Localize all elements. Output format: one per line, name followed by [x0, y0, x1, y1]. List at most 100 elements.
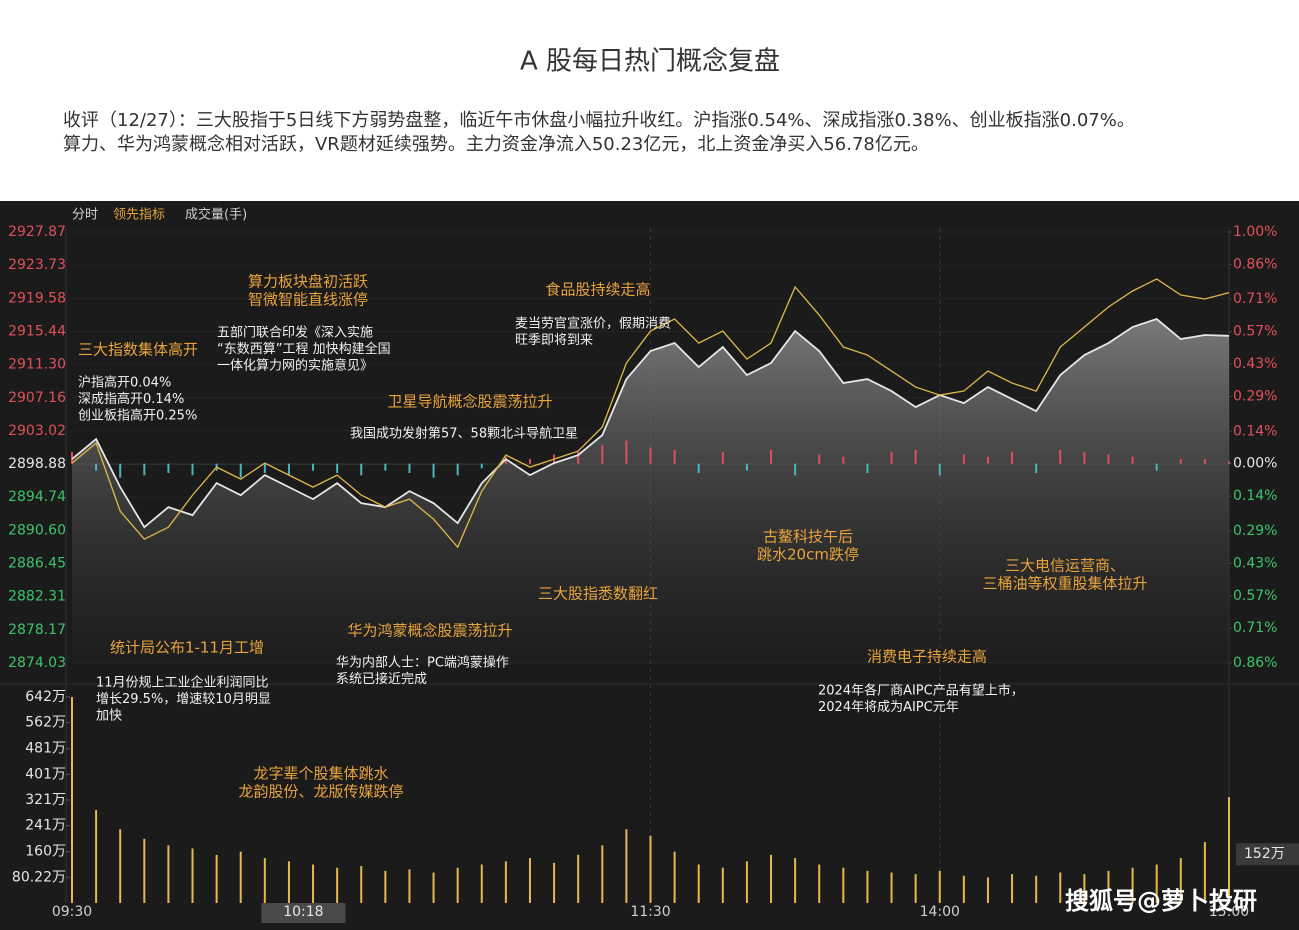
- volume-bar: [239, 851, 242, 903]
- strength-bar: [1035, 463, 1038, 473]
- strength-bar: [866, 463, 869, 473]
- marker-label: 152万: [1244, 846, 1285, 862]
- y-tick-label: 2882.31: [8, 589, 66, 605]
- y-tick-label: 2927.87: [8, 224, 66, 240]
- y-tick-label: 241万: [25, 818, 66, 834]
- volume-bar: [1011, 874, 1014, 903]
- strength-bar: [1203, 459, 1206, 464]
- volume-bar: [601, 845, 604, 903]
- y-tick-label: 2898.88: [8, 456, 66, 472]
- strength-bar: [1228, 461, 1230, 464]
- x-tick-label: 09:30: [52, 904, 92, 920]
- y-tick-label: 2890.60: [8, 522, 66, 538]
- volume-bar: [408, 869, 411, 903]
- y2-tick-label: 0.71%: [1233, 620, 1277, 636]
- strength-bar: [914, 449, 917, 464]
- volume-bar: [770, 854, 773, 903]
- headline: 统计局公布1-11月工增: [110, 639, 264, 657]
- note: 五部门联合印发《深入实施: [217, 325, 373, 341]
- y2-tick-label: 0.57%: [1233, 324, 1277, 340]
- volume-bar: [1228, 797, 1230, 903]
- volume-bar: [504, 861, 507, 903]
- headline: 龙韵股份、龙版传媒跌停: [238, 783, 403, 801]
- strength-bar: [336, 463, 339, 473]
- x-tick-label: 14:00: [920, 904, 960, 920]
- volume-bar: [336, 867, 339, 903]
- strength-bar: [528, 459, 531, 464]
- headline: 卫星导航概念股震荡拉升: [387, 393, 552, 411]
- tab[interactable]: 分时: [72, 208, 98, 223]
- volume-bar: [360, 866, 363, 903]
- cursor-box: [261, 903, 346, 923]
- note: 2024年将成为AIPC元年: [818, 700, 959, 715]
- note: 深成指高开0.14%: [78, 391, 184, 407]
- strength-bar: [890, 452, 893, 464]
- strength-bar: [71, 452, 73, 464]
- note: 一体化算力网的实施意见》: [217, 358, 373, 374]
- strength-bar: [95, 463, 98, 471]
- y2-tick-label: 0.29%: [1233, 389, 1277, 405]
- strength-bar: [794, 463, 797, 476]
- strength-bar: [842, 456, 845, 464]
- volume-bar: [673, 851, 676, 903]
- strength-bar: [745, 463, 748, 471]
- headline: 智微智能直线涨停: [248, 291, 368, 309]
- volume-bar: [1131, 867, 1134, 903]
- headline: 三大指数集体高开: [78, 341, 198, 359]
- leading-line: [71, 278, 1230, 549]
- strength-bar: [986, 456, 989, 464]
- strength-bar: [287, 463, 290, 476]
- strength-bar: [263, 463, 266, 473]
- chart-layer: 2927.87 2923.73 2919.58 2915.44 2911.30 2907.…: [0, 224, 1299, 923]
- y-tick-label: 2878.17: [8, 622, 66, 638]
- volume-bar: [962, 875, 965, 903]
- note: 华为内部人士：PC端鸿蒙操作: [336, 655, 509, 671]
- y2-tick-label: 0.29%: [1233, 523, 1277, 539]
- strength-bar: [360, 463, 363, 476]
- tab[interactable]: 领先指标: [113, 208, 165, 223]
- strength-bar: [384, 463, 387, 471]
- marker-box: [1236, 843, 1299, 866]
- x-tick-label: 11:30: [630, 904, 670, 920]
- volume-bar: [1179, 858, 1182, 903]
- y2-tick-label: 0.43%: [1233, 555, 1277, 571]
- cursor-label: 10:18: [283, 904, 323, 920]
- volume-bar: [528, 858, 531, 903]
- volume-bar: [1155, 864, 1158, 903]
- volume-bar: [1083, 874, 1086, 903]
- y-tick-label: 321万: [25, 792, 66, 808]
- volume-bar: [95, 809, 98, 903]
- strength-bar: [239, 463, 242, 478]
- headline: 算力板块盘初活跃: [248, 273, 368, 291]
- volume-bar: [456, 867, 459, 903]
- headline: 消费电子持续走高: [867, 648, 987, 666]
- volume-bar: [794, 858, 797, 903]
- volume-bar: [890, 872, 893, 903]
- x-tick-label: 15:00: [1209, 904, 1249, 920]
- y2-tick-label: 0.86%: [1233, 256, 1277, 272]
- volume-bar: [263, 858, 266, 903]
- strength-bar: [770, 449, 773, 464]
- volume-bar: [432, 872, 435, 903]
- volume-bar: [1107, 870, 1110, 903]
- y2-tick-label: 0.00%: [1233, 456, 1277, 472]
- volume-bar: [167, 845, 170, 903]
- strength-bar: [1059, 449, 1062, 464]
- volume-bar: [938, 870, 941, 903]
- y2-tick-label: 1.00%: [1233, 224, 1277, 240]
- note: 增长29.5%，增速较10月明显: [96, 692, 271, 707]
- note: 系统已接近完成: [336, 671, 427, 687]
- y2-tick-label: 0.14%: [1233, 423, 1277, 439]
- volume-bar: [191, 848, 194, 903]
- volume-bar: [553, 862, 556, 903]
- tab[interactable]: 成交量(手): [185, 207, 247, 223]
- volume-bar: [577, 854, 580, 903]
- y-tick-label: 2911.30: [8, 357, 66, 373]
- volume-bar: [215, 854, 218, 903]
- y2-tick-label: 0.86%: [1233, 655, 1277, 671]
- volume-bar: [625, 829, 628, 903]
- headline: 三大电信运营商、: [1005, 557, 1125, 575]
- volume-bar: [1035, 875, 1038, 903]
- y-tick-label: 642万: [25, 689, 66, 705]
